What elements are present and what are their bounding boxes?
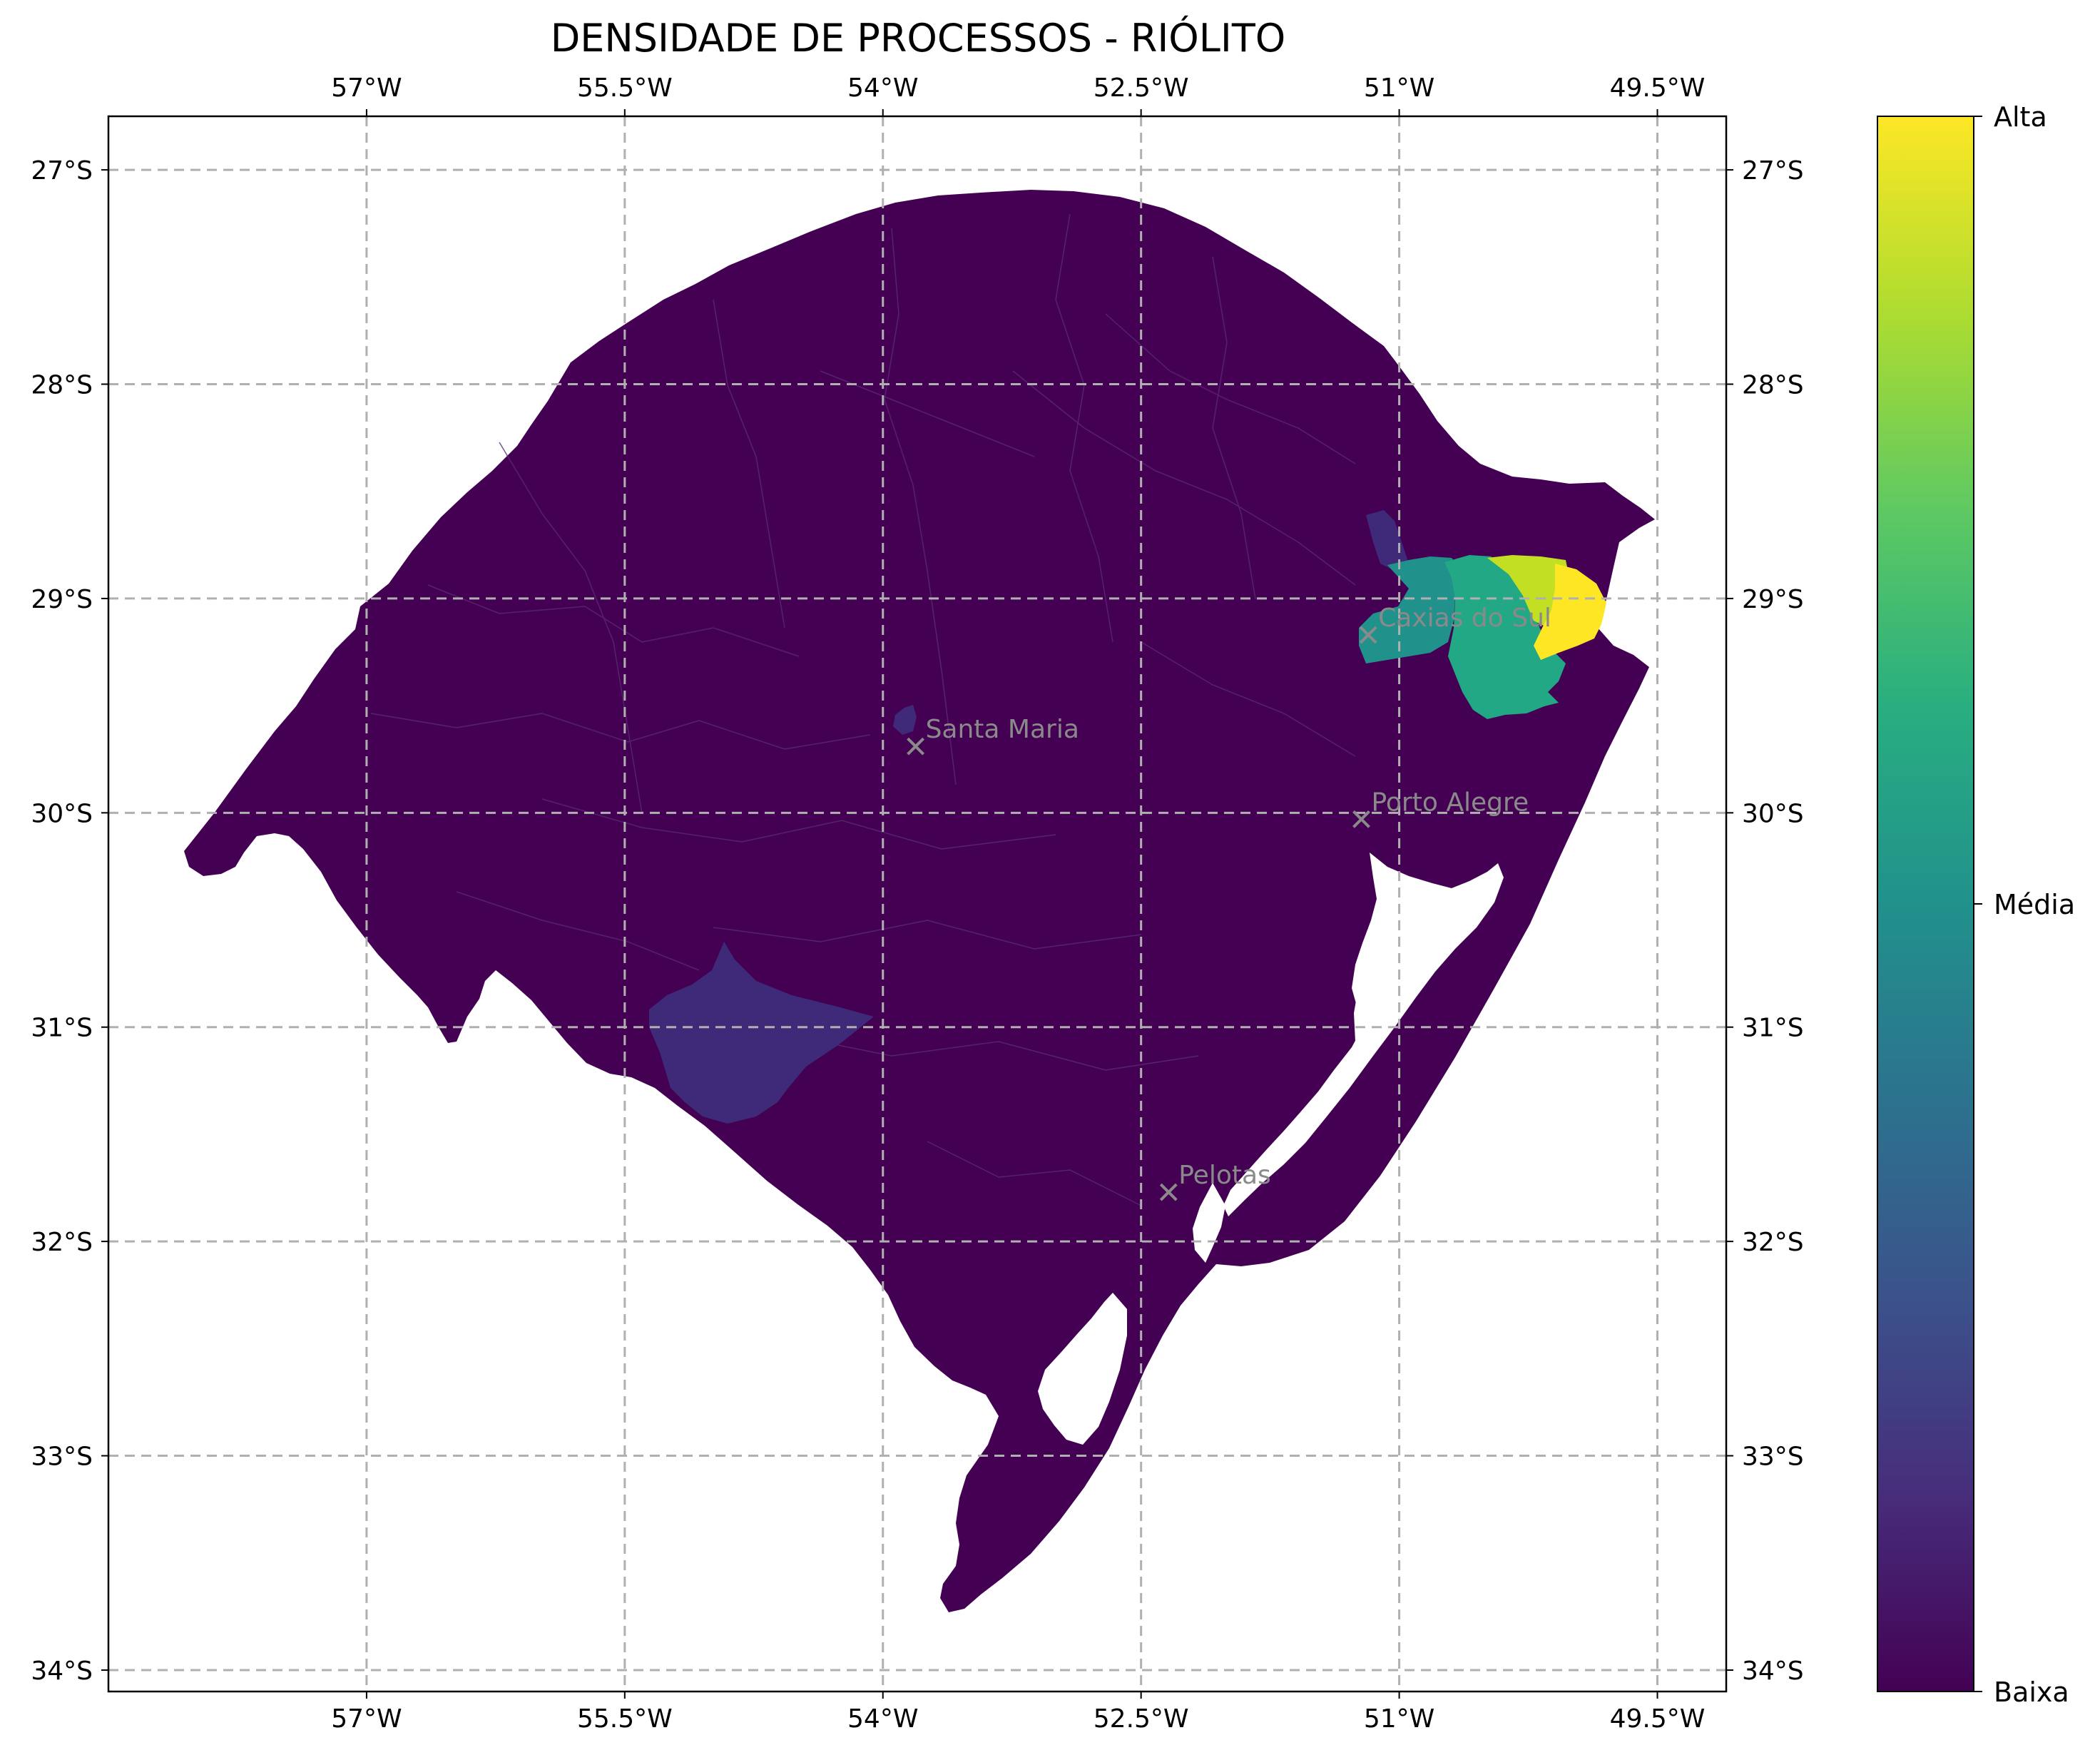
tick-label-top: 51°W (1364, 73, 1434, 103)
city-marker: Porto Alegre (1352, 788, 1529, 828)
tick-label-left: 31°S (31, 1014, 93, 1043)
tick-label-left: 32°S (31, 1228, 93, 1257)
tick-label-bottom: 55.5°W (577, 1704, 673, 1734)
tick-label-bottom: 54°W (847, 1704, 918, 1734)
city-label: Pelotas (1178, 1161, 1271, 1190)
tick-label-left: 34°S (31, 1657, 93, 1686)
tick-label-right: 30°S (1742, 799, 1804, 828)
city-marker: Santa Maria (907, 715, 1079, 756)
colorbar (1877, 116, 1974, 1692)
colorbar-ticks: Alta Média Baixa (1974, 101, 2075, 1708)
region-ne-high (1487, 555, 1569, 628)
tick-label-left: 28°S (31, 371, 93, 400)
city-label: Santa Maria (926, 715, 1079, 744)
city-label: Caxias do Sul (1378, 604, 1551, 633)
tick-label-right: 34°S (1742, 1657, 1804, 1686)
city-markers: Caxias do Sul Santa Maria Porto Alegre Pelo… (907, 604, 1551, 1201)
tick-label-bottom: 52.5°W (1094, 1704, 1189, 1734)
map-title: DENSIDADE DE PROCESSOS - RIÓLITO (551, 16, 1286, 61)
tick-label-top: 57°W (331, 73, 402, 103)
lagoon-patos-inner (1354, 900, 1409, 1049)
axis-ticks: 57°W 57°W 55.5°W 55.5°W 54°W 54°W 52.5°W 52.5°W… (31, 73, 1803, 1734)
tick-label-bottom: 49.5°W (1610, 1704, 1706, 1734)
city-marker: Pelotas (1159, 1161, 1271, 1201)
tick-label-left: 27°S (31, 156, 93, 185)
estuary-pelotas (1193, 1183, 1225, 1263)
colorbar-label: Alta (1994, 101, 2047, 133)
region-ne-mid-high (1444, 555, 1566, 719)
region-southwest (649, 942, 874, 1124)
colorbar-label: Baixa (1994, 1677, 2069, 1708)
region-santa-maria (893, 705, 917, 735)
city-marker: Caxias do Sul (1359, 604, 1551, 644)
city-label: Porto Alegre (1371, 788, 1529, 817)
tick-label-top: 55.5°W (577, 73, 673, 103)
tick-label-bottom: 57°W (331, 1704, 402, 1734)
city-cross (1359, 626, 1377, 644)
tick-label-right: 28°S (1742, 371, 1804, 400)
tick-label-bottom: 51°W (1364, 1704, 1434, 1734)
tick-label-right: 29°S (1742, 585, 1804, 614)
state-region (184, 190, 1655, 1612)
gridlines (108, 116, 1726, 1692)
city-cross (907, 737, 925, 756)
tick-label-top: 54°W (847, 73, 918, 103)
tick-label-left: 30°S (31, 799, 93, 828)
tick-label-right: 32°S (1742, 1228, 1804, 1257)
tick-label-right: 27°S (1742, 156, 1804, 185)
region-ne-max (1534, 564, 1606, 660)
tick-label-top: 52.5°W (1094, 73, 1189, 103)
tick-label-left: 29°S (31, 585, 93, 614)
colorbar-label: Média (1994, 889, 2075, 920)
region-ne-mid (1359, 556, 1462, 663)
city-cross (1352, 810, 1370, 828)
city-cross (1159, 1183, 1178, 1201)
tick-label-right: 31°S (1742, 1014, 1804, 1043)
plot-frame (107, 115, 1728, 1693)
tick-label-right: 33°S (1742, 1443, 1804, 1472)
tick-label-top: 49.5°W (1610, 73, 1706, 103)
lagoon-mirim (1038, 1293, 1127, 1445)
region-ne-lowmid (1366, 510, 1409, 571)
tick-label-left: 33°S (31, 1443, 93, 1472)
